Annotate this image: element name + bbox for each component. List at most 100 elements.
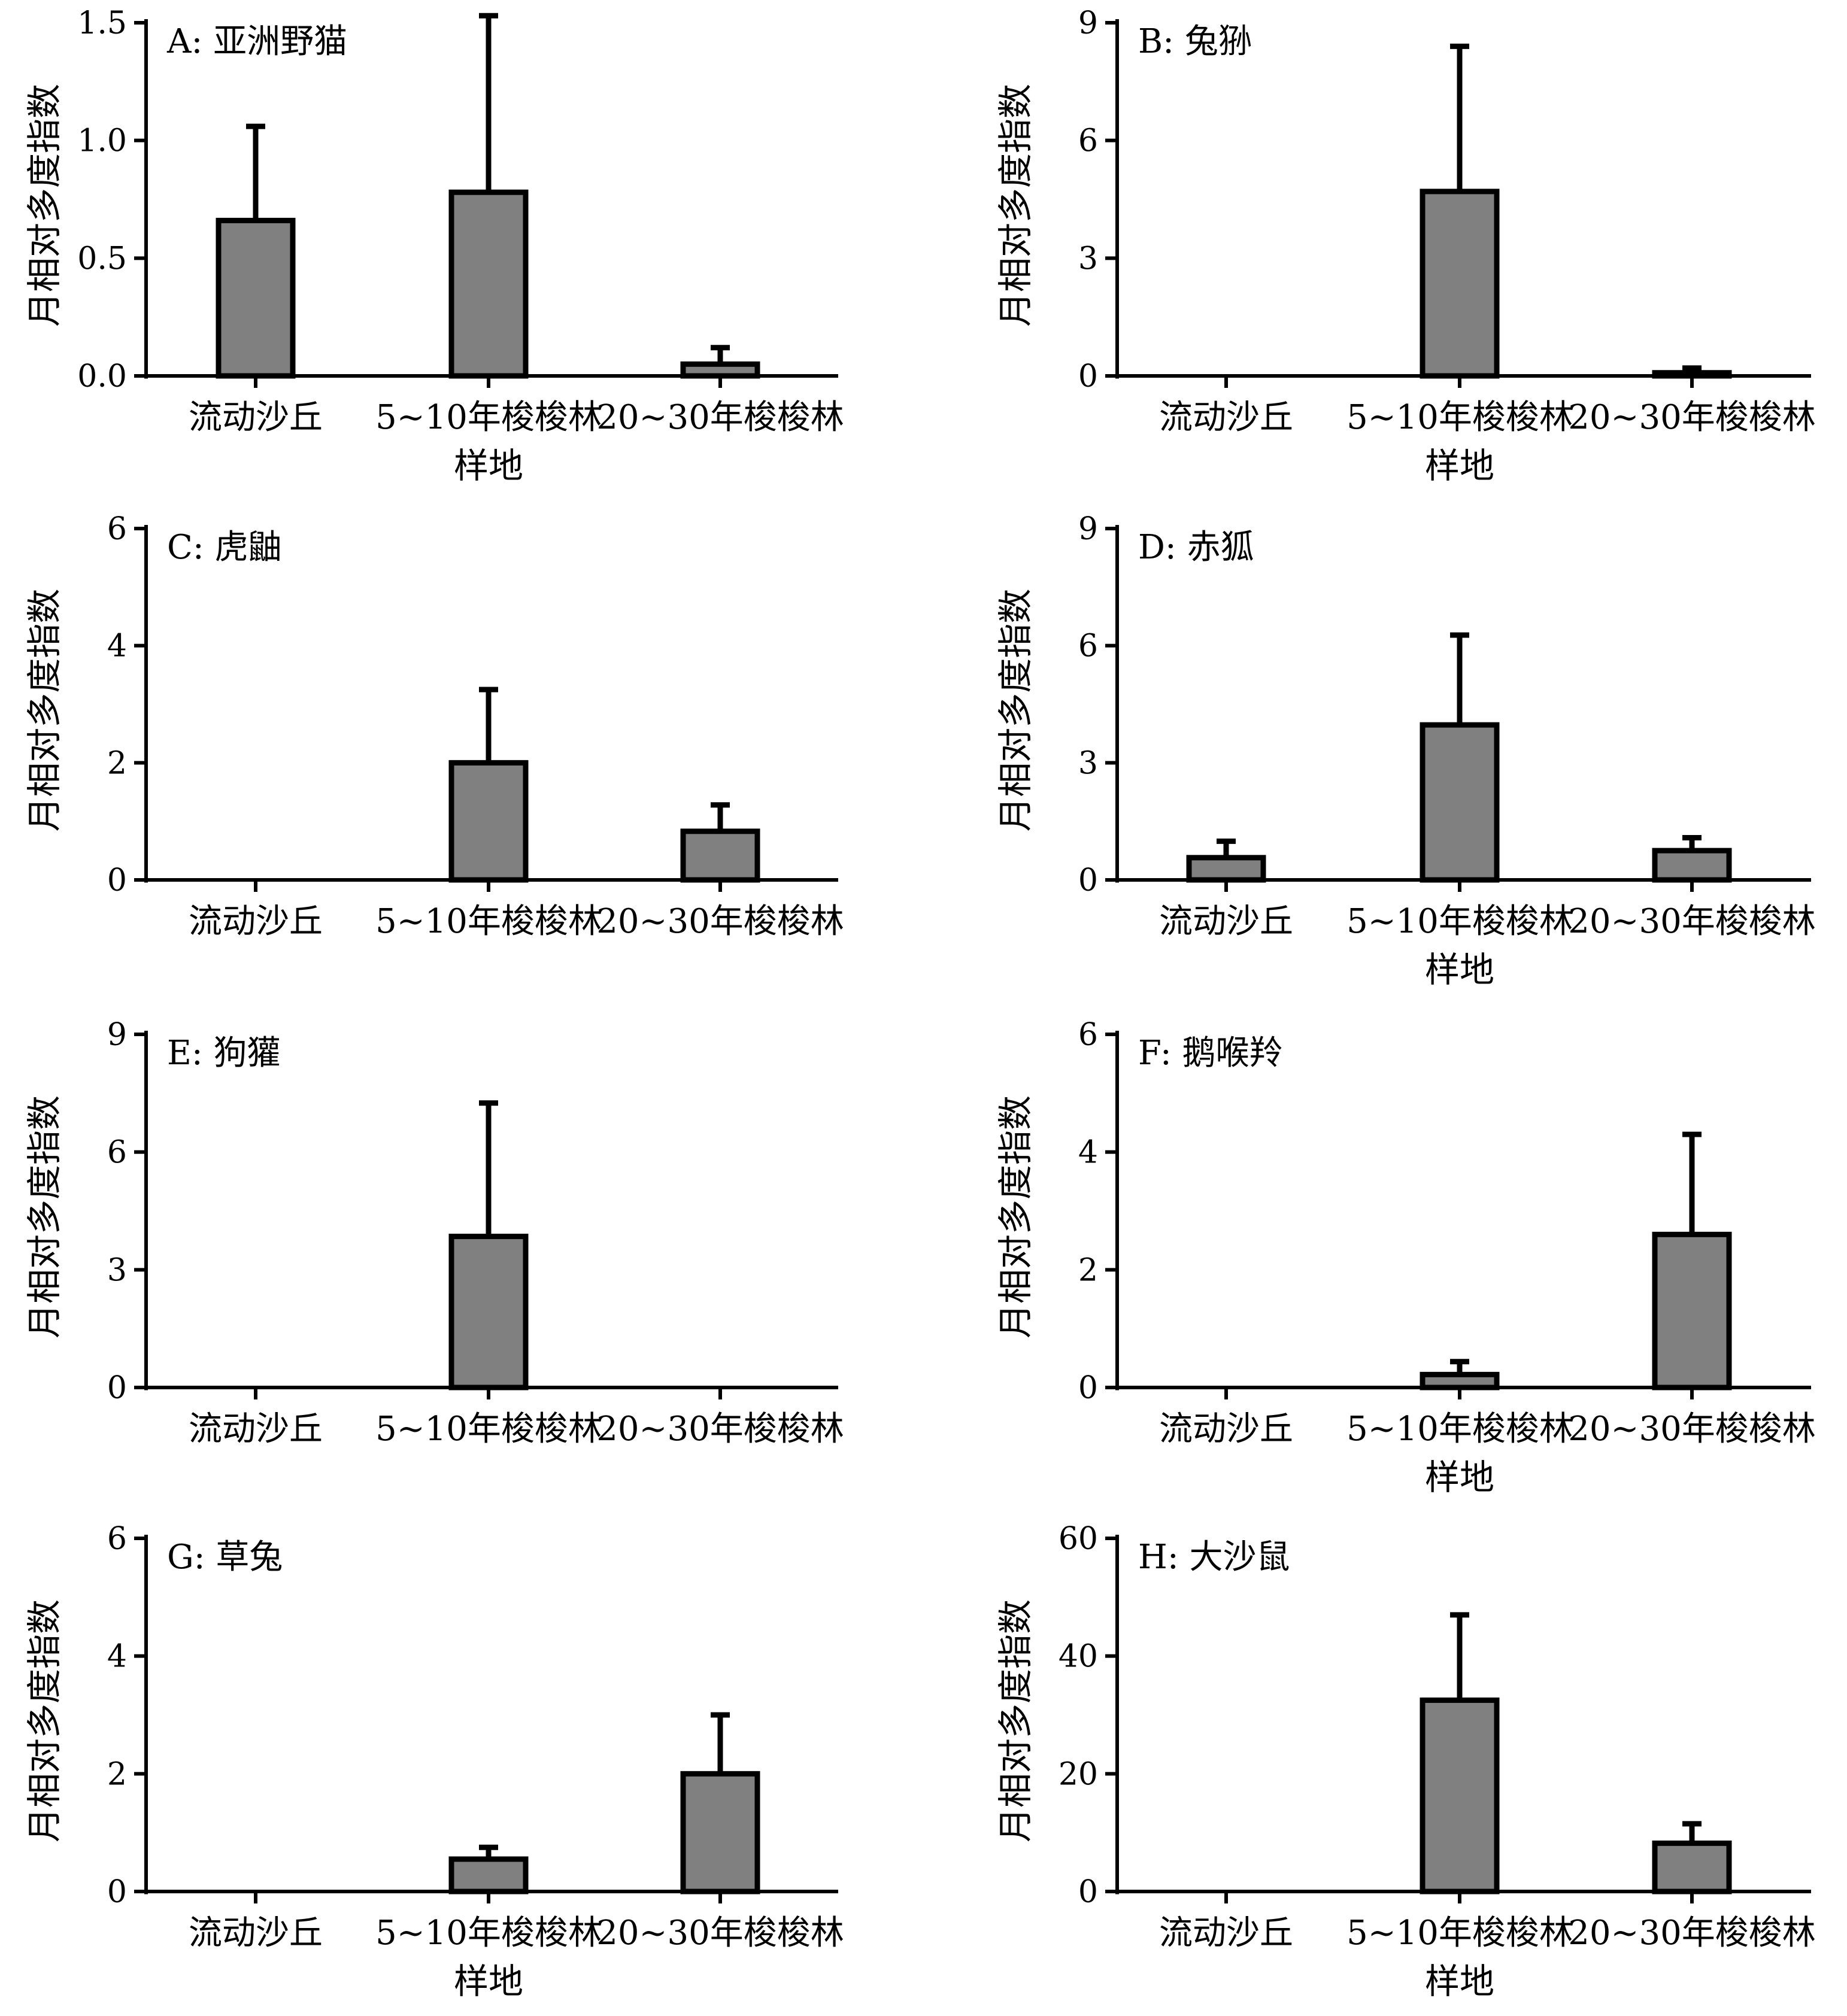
x-category-label: 流动沙丘: [1159, 1914, 1293, 1953]
y-tick-label: 1.0: [77, 123, 127, 159]
bar: [1652, 370, 1732, 379]
panel-title: F: 鹅喉羚: [1138, 1034, 1283, 1073]
y-tick-label: 9: [1078, 5, 1098, 41]
y-tick-label: 6: [107, 1521, 127, 1557]
bar: [1420, 189, 1500, 379]
y-tick-label: 0: [107, 1874, 127, 1910]
panel-title: H: 大沙鼠: [1138, 1538, 1290, 1577]
y-axis-title: 月相对多度指数: [995, 1599, 1036, 1842]
y-tick-label: 2: [107, 1756, 127, 1792]
y-tick-label: 0: [107, 1370, 127, 1406]
y-tick-label: 0.5: [77, 241, 127, 277]
bar: [1420, 1371, 1500, 1390]
x-axis-title: 样地: [454, 1961, 523, 2002]
x-category-label: 5~10年梭梭林: [1346, 398, 1573, 437]
bar: [448, 189, 529, 379]
y-axis-title: 月相对多度指数: [24, 588, 65, 831]
panel-title: E: 狗獾: [167, 1034, 281, 1073]
x-category-label: 5~10年梭梭林: [1346, 1914, 1573, 1953]
x-axis-title: 样地: [1425, 949, 1494, 990]
panel-title: D: 赤狐: [1138, 528, 1254, 567]
x-axis-title: 样地: [1425, 445, 1494, 486]
x-category-label: 流动沙丘: [189, 398, 323, 437]
x-category-label: 5~10年梭梭林: [1346, 902, 1573, 941]
y-tick-label: 4: [1078, 1135, 1098, 1171]
y-tick-label: 1.5: [77, 5, 127, 41]
y-tick-label: 2: [107, 745, 127, 781]
y-axis-title: 月相对多度指数: [24, 1095, 65, 1338]
y-tick-label: 0.0: [77, 359, 127, 394]
bar: [1186, 855, 1266, 883]
x-category-label: 20~30年梭梭林: [596, 1914, 844, 1953]
y-tick-label: 0: [1078, 863, 1098, 898]
panel-title: B: 兔狲: [1138, 22, 1252, 61]
bar: [448, 1234, 529, 1390]
x-category-label: 5~10年梭梭林: [375, 1914, 602, 1953]
y-tick-label: 20: [1059, 1756, 1098, 1792]
bar: [1652, 1231, 1732, 1390]
bar: [1652, 848, 1732, 883]
x-category-label: 20~30年梭梭林: [596, 902, 844, 941]
y-tick-label: 2: [1078, 1252, 1098, 1288]
x-category-label: 流动沙丘: [189, 1914, 323, 1953]
y-tick-label: 3: [1078, 241, 1098, 277]
y-tick-label: 6: [107, 511, 127, 547]
y-tick-label: 0: [107, 863, 127, 898]
x-axis-title: 样地: [1425, 1961, 1494, 2002]
x-category-label: 20~30年梭梭林: [596, 1410, 844, 1449]
y-tick-label: 60: [1059, 1521, 1098, 1557]
y-tick-label: 6: [1078, 1017, 1098, 1053]
x-category-label: 流动沙丘: [1159, 398, 1293, 437]
y-tick-label: 6: [107, 1135, 127, 1171]
y-tick-label: 9: [1078, 511, 1098, 547]
y-tick-label: 0: [1078, 359, 1098, 394]
x-category-label: 5~10年梭梭林: [375, 398, 602, 437]
y-tick-label: 0: [1078, 1874, 1098, 1910]
x-category-label: 5~10年梭梭林: [375, 1410, 602, 1449]
bar: [448, 1856, 529, 1894]
y-tick-label: 4: [107, 629, 127, 664]
x-category-label: 20~30年梭梭林: [1568, 1410, 1815, 1449]
y-tick-label: 6: [1078, 629, 1098, 664]
panel-title: G: 草兔: [167, 1538, 283, 1577]
x-category-label: 流动沙丘: [1159, 1410, 1293, 1449]
bar: [680, 1771, 760, 1894]
bar: [1420, 722, 1500, 883]
x-category-label: 流动沙丘: [189, 902, 323, 941]
panel-title: C: 虎鼬: [167, 528, 282, 567]
y-axis-title: 月相对多度指数: [995, 1095, 1036, 1338]
bar: [680, 828, 760, 883]
y-axis-title: 月相对多度指数: [24, 84, 65, 327]
x-category-label: 5~10年梭梭林: [1346, 1410, 1573, 1449]
x-category-label: 5~10年梭梭林: [375, 902, 602, 941]
x-category-label: 流动沙丘: [1159, 902, 1293, 941]
x-axis-title: 样地: [454, 445, 523, 486]
x-category-label: 20~30年梭梭林: [1568, 398, 1815, 437]
y-axis-title: 月相对多度指数: [995, 588, 1036, 831]
y-tick-label: 6: [1078, 123, 1098, 159]
x-axis-title: 样地: [1425, 1457, 1494, 1498]
y-axis-title: 月相对多度指数: [995, 84, 1036, 327]
bar: [680, 361, 760, 379]
y-tick-label: 9: [107, 1017, 127, 1053]
x-category-label: 20~30年梭梭林: [596, 398, 844, 437]
panel-title: A: 亚洲野猫: [166, 22, 347, 61]
y-tick-label: 0: [1078, 1370, 1098, 1406]
y-tick-label: 40: [1059, 1639, 1098, 1675]
bar: [448, 760, 529, 883]
x-category-label: 20~30年梭梭林: [1568, 902, 1815, 941]
y-tick-label: 3: [107, 1252, 127, 1288]
bar: [1652, 1840, 1732, 1894]
bar: [1420, 1697, 1500, 1894]
x-category-label: 流动沙丘: [189, 1410, 323, 1449]
y-tick-label: 3: [1078, 745, 1098, 781]
